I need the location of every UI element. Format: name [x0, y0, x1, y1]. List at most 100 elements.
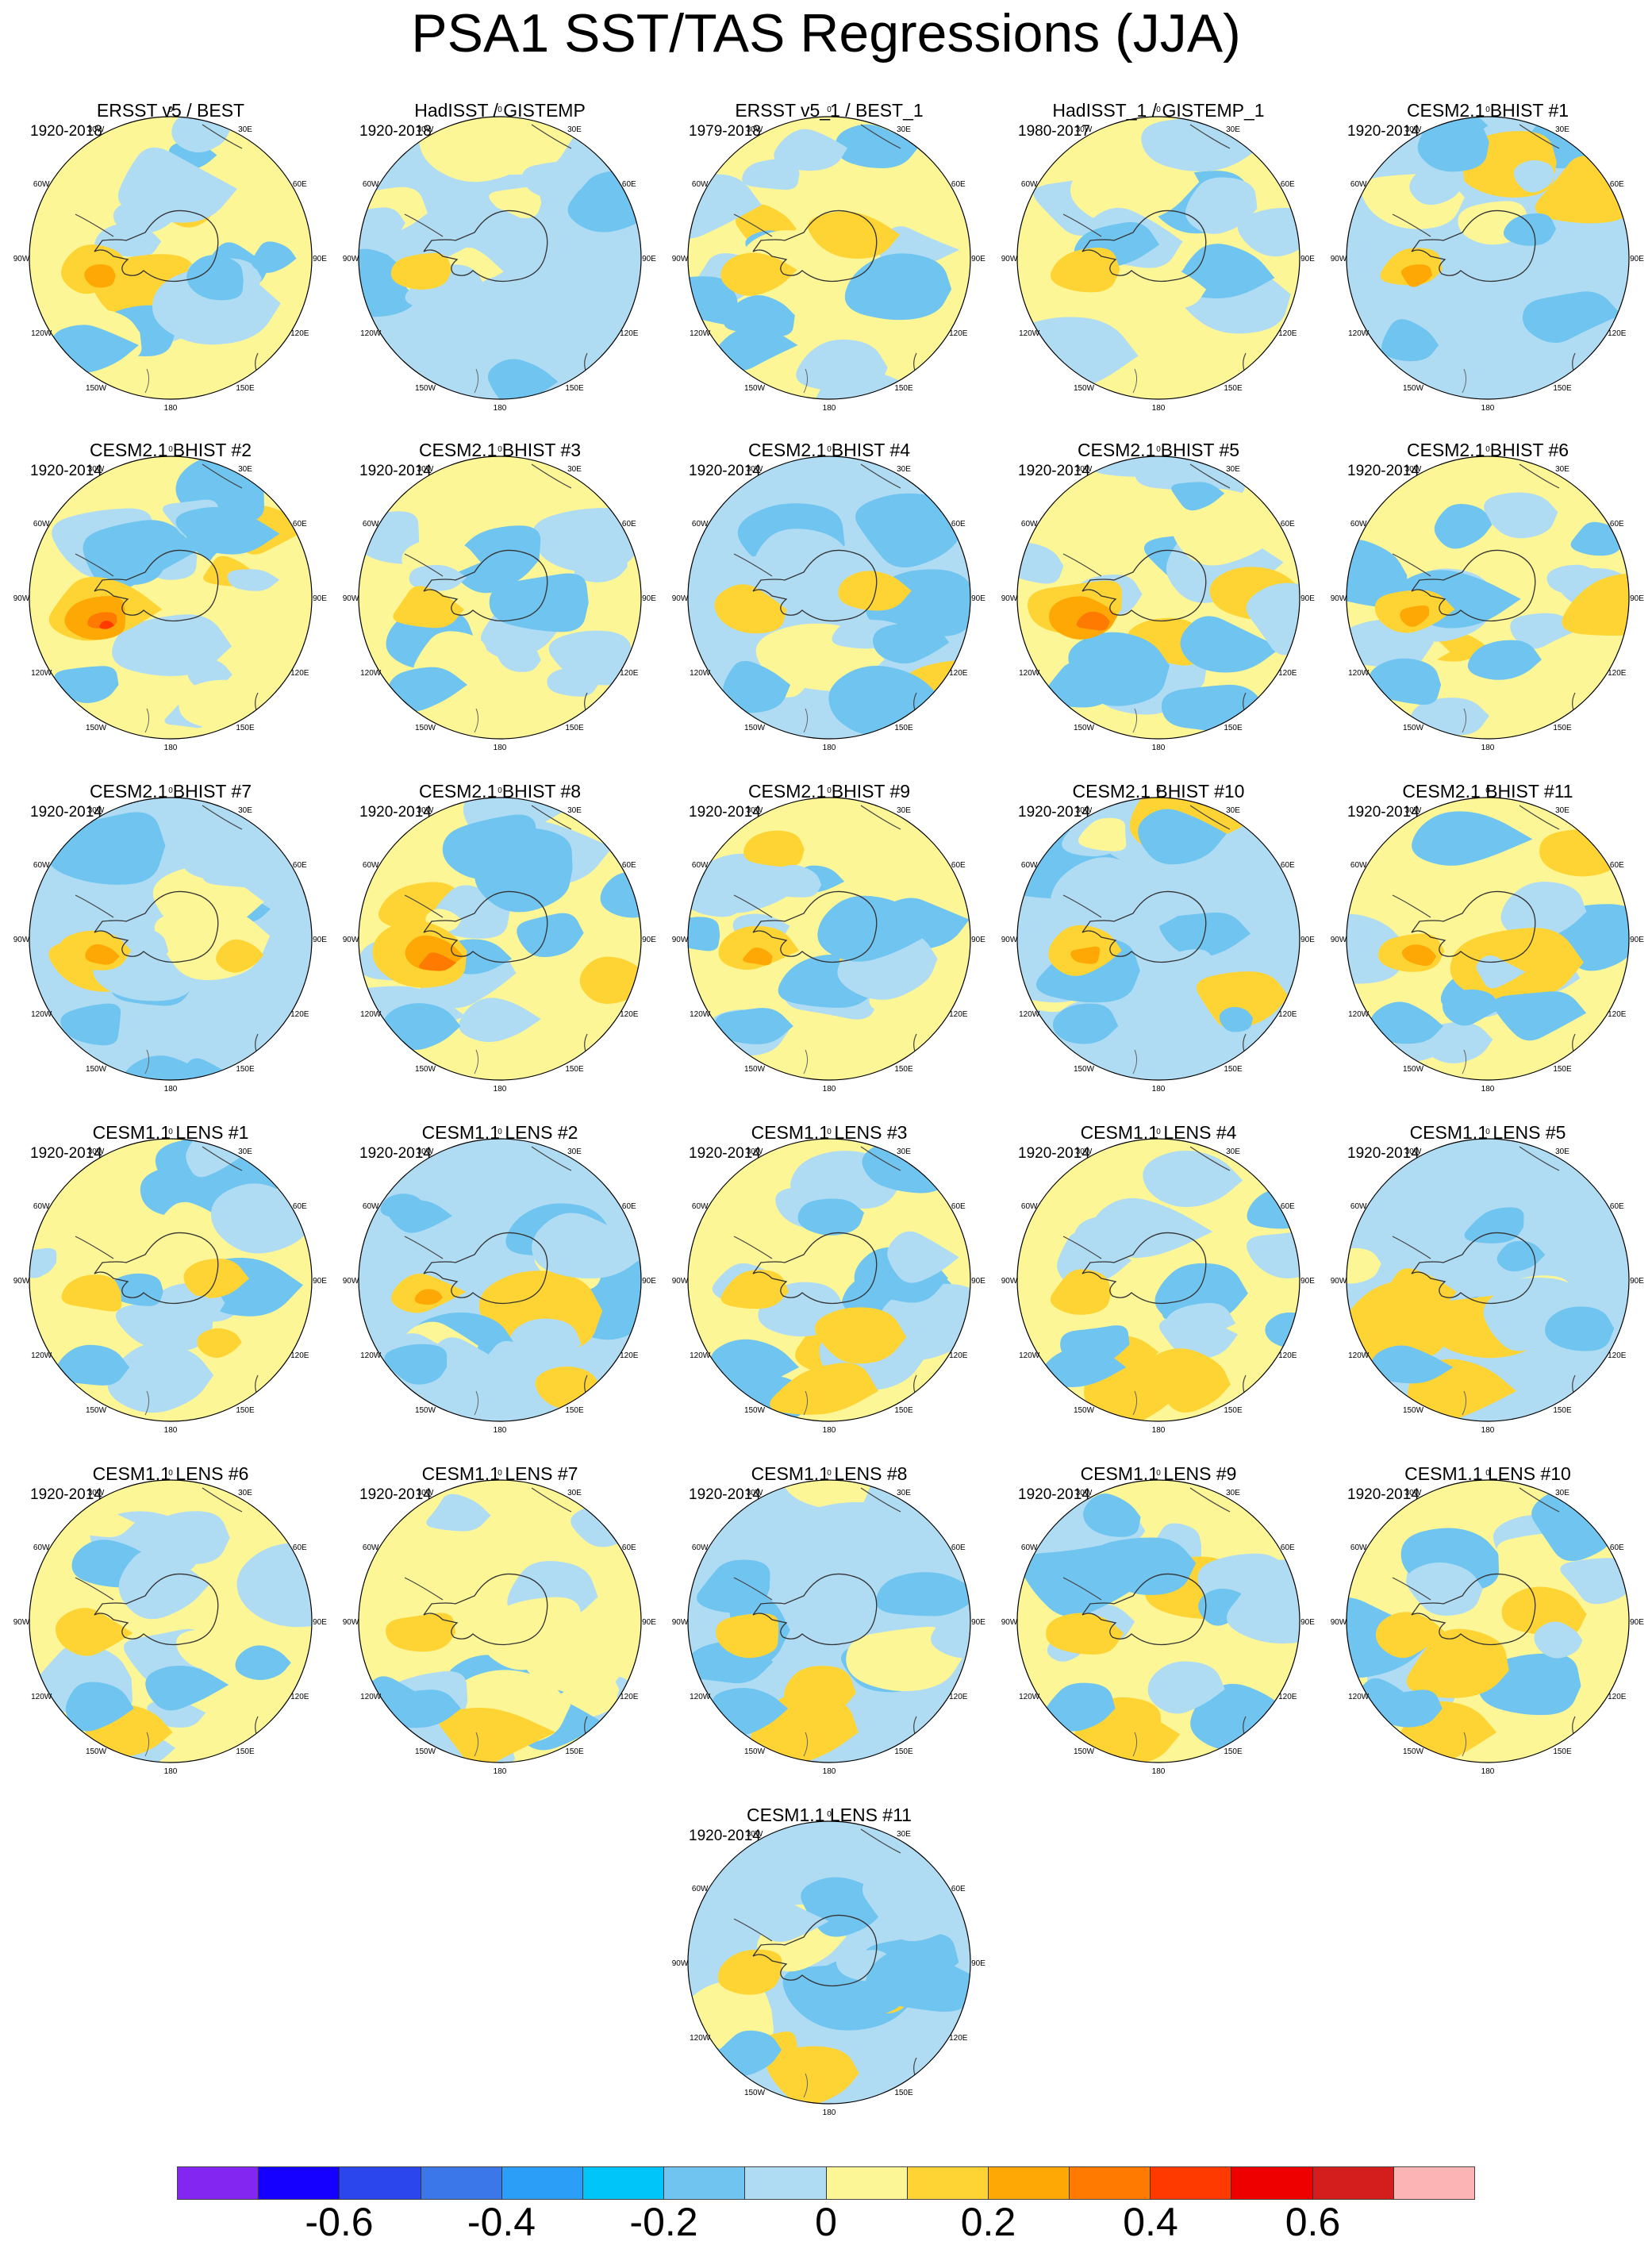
longitude-tick-label: 90E — [642, 255, 656, 263]
longitude-tick-label: 120E — [1608, 329, 1627, 338]
longitude-tick-label: 60W — [692, 1885, 709, 1893]
longitude-tick-label: 90E — [1300, 1277, 1315, 1286]
panel-title: CESM2.1 BHIST #3 — [418, 440, 582, 460]
longitude-tick-label: 180 — [1481, 1426, 1495, 1435]
longitude-tick-label: 90W — [1331, 1618, 1347, 1627]
longitude-tick-label: 150W — [1074, 724, 1095, 732]
longitude-tick-label: 150W — [1074, 1406, 1095, 1415]
longitude-tick-label: 150E — [894, 2089, 913, 2097]
longitude-tick-label: 30E — [897, 1147, 911, 1156]
longitude-tick-label: 90W — [343, 936, 359, 944]
colorbar-box — [988, 2167, 1070, 2199]
longitude-tick-label: 30W — [747, 465, 763, 474]
longitude-tick-label: 120W — [1348, 1010, 1370, 1019]
longitude-tick-label: 60E — [1281, 520, 1295, 529]
map-panel: 0 30E 60E 90E 120E 150E 180 150W 120W 90W 60W 30W CE… — [672, 1804, 986, 2145]
longitude-tick-label: 30E — [1555, 806, 1569, 815]
longitude-tick-label: 0 — [168, 1469, 173, 1478]
map-panel: 0 30E 60E 90E 120E 150E 180 150W 120W 90W 60W 30W Ha… — [343, 99, 657, 440]
longitude-tick-label: 30W — [1405, 465, 1422, 474]
longitude-tick-label: 30E — [1226, 1489, 1240, 1497]
longitude-tick-label: 120W — [360, 1010, 382, 1019]
longitude-tick-label: 30E — [567, 465, 582, 474]
longitude-tick-label: 150E — [894, 1406, 913, 1415]
longitude-tick-label: 90E — [971, 594, 985, 603]
longitude-tick-label: 180 — [164, 744, 178, 752]
colorbar-box — [421, 2167, 502, 2199]
polar-map: 0 30E 60E 90E 120E 150E 180 150W 120W 90W 60W 30W — [343, 1469, 657, 1776]
longitude-tick-label: 90E — [971, 936, 985, 944]
longitude-tick-label: 120E — [949, 329, 968, 338]
longitude-tick-label: 30E — [897, 125, 911, 134]
map-panel: 0 30E 60E 90E 120E 150E 180 150W 120W 90W 60W 30W CE… — [13, 1463, 328, 1804]
longitude-tick-label: 90E — [313, 594, 327, 603]
longitude-tick-label: 120W — [690, 1693, 711, 1701]
longitude-tick-label: 60W — [692, 1202, 709, 1211]
map-panel: 0 30E 60E 90E 120E 150E 180 150W 120W 90W 60W 30W ER… — [672, 99, 986, 440]
longitude-tick-label: 0 — [1156, 786, 1161, 795]
panel-period: 1920-2014 — [1347, 463, 1420, 479]
longitude-tick-label: 30E — [567, 1147, 582, 1156]
panel-period: 1920-2014 — [1347, 1145, 1420, 1162]
panel-period: 1979-2018 — [689, 123, 761, 140]
longitude-tick-label: 150W — [744, 1747, 766, 1756]
longitude-tick-label: 120W — [360, 1693, 382, 1701]
longitude-tick-label: 150W — [415, 1406, 436, 1415]
longitude-tick-label: 30E — [567, 125, 582, 134]
longitude-tick-label: 180 — [823, 1085, 836, 1094]
map-panel: 0 30E 60E 90E 120E 150E 180 150W 120W 90W 60W 30W CE… — [343, 1463, 657, 1804]
colorbar-box — [1393, 2167, 1474, 2199]
longitude-tick-label: 120E — [949, 669, 968, 678]
longitude-tick-label: 90W — [1001, 255, 1018, 263]
panel-period: 1920-2014 — [359, 1145, 432, 1162]
longitude-tick-label: 60W — [1021, 180, 1038, 189]
longitude-tick-label: 120E — [949, 1693, 968, 1701]
longitude-tick-label: 90W — [343, 594, 359, 603]
longitude-tick-label: 30W — [88, 125, 105, 134]
longitude-tick-label: 30E — [1555, 465, 1569, 474]
colorbar-box — [745, 2167, 827, 2199]
polar-map: 0 30E 60E 90E 120E 150E 180 150W 120W 90W 60W 30W — [1331, 1469, 1645, 1776]
longitude-tick-label: 30E — [1226, 125, 1240, 134]
longitude-tick-label: 120W — [31, 1010, 52, 1019]
longitude-tick-label: 60W — [1350, 1543, 1367, 1552]
longitude-tick-label: 120E — [1278, 669, 1297, 678]
map-panel: 0 30E 60E 90E 120E 150E 180 150W 120W 90W 60W 30W CE… — [1001, 1463, 1316, 1804]
polar-map: 0 30E 60E 90E 120E 150E 180 150W 120W 90W 60W 30W — [343, 106, 657, 413]
longitude-tick-label: 0 — [168, 445, 173, 454]
panel-period: 1920-2014 — [1018, 1486, 1090, 1503]
panel-title: CESM1.1 LENS #4 — [1080, 1122, 1237, 1143]
longitude-tick-label: 150E — [236, 1065, 255, 1074]
longitude-tick-label: 30W — [1076, 1147, 1093, 1156]
colorbar-box — [907, 2167, 989, 2199]
longitude-tick-label: 180 — [823, 2109, 836, 2117]
panel-title: CESM1.1 LENS #11 — [747, 1805, 912, 1825]
map-panel: 0 30E 60E 90E 120E 150E 180 150W 120W 90W 60W 30W CE… — [672, 780, 986, 1121]
longitude-tick-label: 60E — [622, 861, 636, 870]
longitude-tick-label: 60E — [1610, 520, 1624, 529]
longitude-tick-label: 30E — [897, 806, 911, 815]
map-panel: 0 30E 60E 90E 120E 150E 180 150W 120W 90W 60W 30W CE… — [343, 1121, 657, 1463]
longitude-tick-label: 60W — [363, 1543, 379, 1552]
longitude-tick-label: 120W — [31, 329, 52, 338]
longitude-tick-label: 150E — [236, 1406, 255, 1415]
longitude-tick-label: 30E — [238, 806, 252, 815]
longitude-tick-label: 120E — [290, 1351, 309, 1360]
longitude-tick-label: 150W — [744, 384, 766, 393]
longitude-tick-label: 60E — [1281, 180, 1295, 189]
longitude-tick-label: 30E — [1555, 1147, 1569, 1156]
panel-period: 1920-2014 — [689, 804, 761, 821]
panel-title: CESM1.1 LENS #3 — [751, 1122, 908, 1143]
longitude-tick-label: 90W — [13, 594, 30, 603]
colorbar-box — [582, 2167, 665, 2199]
longitude-tick-label: 150E — [236, 724, 255, 732]
longitude-tick-label: 120W — [1348, 1693, 1370, 1701]
map-panel: 0 30E 60E 90E 120E 150E 180 150W 120W 90W 60W 30W CE… — [1001, 780, 1316, 1121]
longitude-tick-label: 60E — [951, 1543, 966, 1552]
longitude-tick-label: 180 — [164, 1767, 178, 1776]
longitude-tick-label: 150W — [1403, 1065, 1424, 1074]
longitude-tick-label: 120E — [290, 329, 309, 338]
longitude-tick-label: 60E — [293, 1202, 307, 1211]
longitude-tick-label: 0 — [1485, 1128, 1490, 1136]
colorbar-labels: -0.6 -0.4 -0.2 0 0.2 0.4 0.6 — [0, 2200, 1652, 2245]
